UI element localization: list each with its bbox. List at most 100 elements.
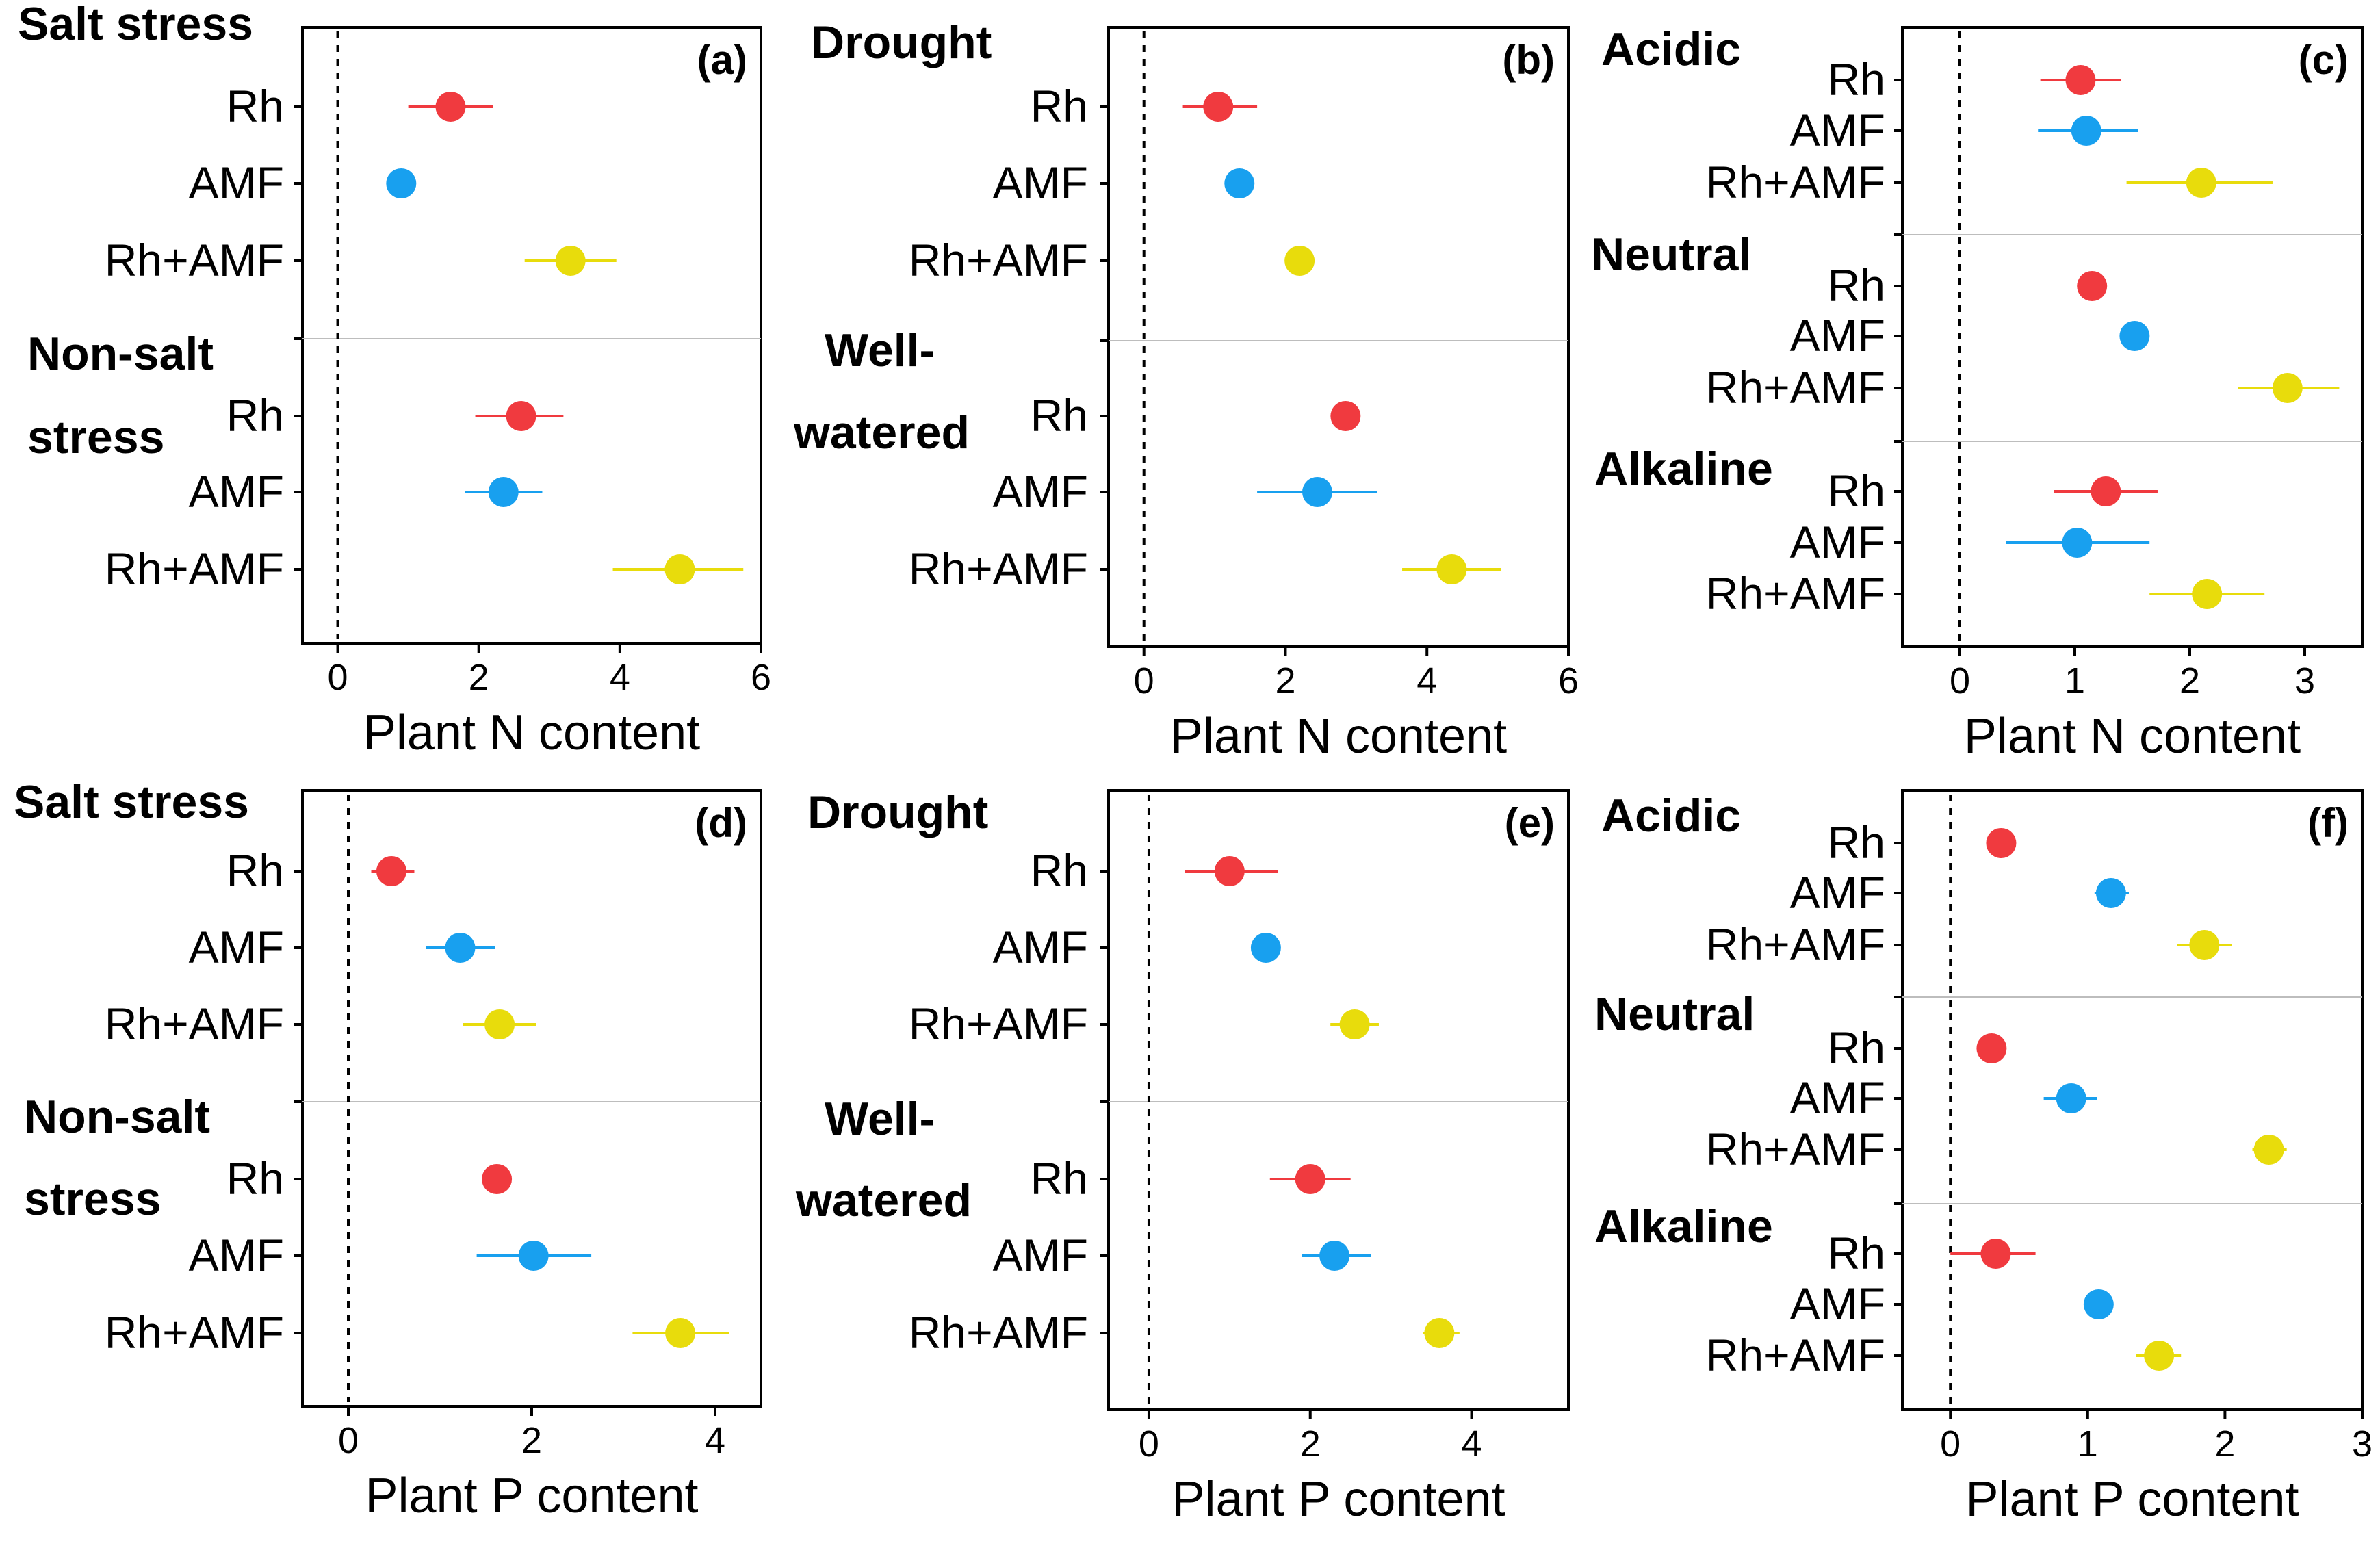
x-axis-title: Plant P content	[1172, 1472, 1505, 1527]
category-label: AMF	[1790, 1072, 1885, 1123]
category-label: AMF	[189, 1230, 284, 1280]
data-point	[1250, 933, 1281, 963]
category-label: Rh	[1031, 1153, 1088, 1204]
category-label: Rh+AMF	[1706, 157, 1885, 207]
plot-frame	[301, 789, 762, 1408]
group-title: Alkaline	[1594, 443, 1773, 495]
data-point	[1330, 401, 1361, 431]
data-point	[2272, 373, 2303, 403]
panel-letter: (b)	[1502, 37, 1555, 83]
category-label: AMF	[1790, 1278, 1885, 1329]
x-tick-label: 0	[328, 657, 348, 698]
x-tick-label: 2	[521, 1420, 542, 1461]
x-axis-title: Plant P content	[1965, 1472, 2299, 1527]
data-point	[2119, 321, 2150, 351]
data-point	[1424, 1318, 1455, 1348]
data-point	[665, 1318, 696, 1348]
category-label: AMF	[993, 922, 1088, 972]
data-point	[2091, 476, 2121, 506]
group-title: Acidic	[1601, 790, 1741, 842]
data-point	[2186, 168, 2216, 198]
group-title: Drought	[811, 16, 992, 68]
data-point	[1319, 1241, 1350, 1271]
group-title: stress	[24, 1173, 161, 1225]
panel-letter: (d)	[695, 800, 747, 846]
x-tick-label: 2	[1300, 1423, 1321, 1464]
category-label: Rh	[1828, 465, 1885, 516]
data-point	[2062, 528, 2093, 558]
category-label: Rh	[227, 390, 284, 441]
data-point	[2083, 1289, 2114, 1319]
panel-a: 0 2 4 6 Plant N content (a) Salt stress Non-sal…	[18, 0, 771, 760]
group-title: watered	[793, 406, 970, 458]
panel-letter: (f)	[2307, 800, 2349, 846]
x-axis-title: Plant P content	[365, 1469, 698, 1523]
data-point	[1302, 477, 1332, 507]
data-point	[2077, 271, 2108, 301]
category-label: Rh	[1031, 390, 1088, 441]
category-label: AMF	[1790, 310, 1885, 361]
category-label: Rh+AMF	[105, 543, 284, 594]
x-tick-label: 3	[2352, 1423, 2372, 1464]
x-tick-label: 4	[705, 1420, 725, 1461]
x-tick-label: 2	[469, 657, 489, 698]
data-point	[2144, 1341, 2175, 1371]
category-label: Rh+AMF	[1706, 568, 1885, 619]
group-title: Well-	[825, 1093, 935, 1145]
x-tick-label: 4	[1417, 660, 1437, 701]
x-tick-label: 1	[2078, 1423, 2098, 1464]
group-title: watered	[795, 1174, 972, 1226]
category-label: Rh+AMF	[1706, 362, 1885, 413]
category-label: Rh+AMF	[1706, 1124, 1885, 1174]
category-label: AMF	[189, 466, 284, 517]
category-label: Rh	[227, 845, 284, 896]
category-label: Rh	[227, 81, 284, 131]
category-label: Rh+AMF	[909, 543, 1088, 594]
panel-c: 0 1 2 3 Plant N content (c) Acidic Neutral Alkal…	[1591, 23, 2364, 764]
panel-e: 0 2 4 Plant P content (e) Drought Well-watered…	[795, 786, 1570, 1527]
panel-b: 0 2 4 6 Plant N content (b) Drought Well-watere…	[793, 16, 1579, 764]
category-label: AMF	[1790, 867, 1885, 918]
x-tick-label: 3	[2294, 660, 2315, 701]
x-axis-title: Plant N content	[363, 706, 700, 760]
data-point	[664, 554, 695, 584]
panel-letter: (e)	[1505, 800, 1555, 846]
data-point	[2071, 116, 2101, 146]
x-tick-label: 0	[338, 1420, 359, 1461]
category-label: Rh	[1828, 1022, 1885, 1073]
group-title: stress	[27, 411, 164, 463]
category-label: AMF	[993, 466, 1088, 517]
data-point	[2095, 878, 2126, 908]
group-title: Drought	[807, 786, 988, 838]
x-tick-label: 1	[2065, 660, 2085, 701]
group-title: Neutral	[1591, 229, 1751, 281]
x-tick-label: 0	[1950, 660, 1970, 701]
group-title: Salt stress	[14, 776, 249, 828]
data-point	[506, 401, 536, 431]
x-tick-label: 6	[1558, 660, 1579, 701]
data-point	[1436, 554, 1467, 584]
category-label: Rh	[227, 1153, 284, 1204]
data-point	[2056, 1083, 2086, 1113]
category-label: Rh+AMF	[909, 1307, 1088, 1358]
x-tick-label: 4	[1462, 1423, 1482, 1464]
group-title: Non-salt	[27, 328, 214, 380]
panel-letter: (c)	[2299, 37, 2349, 83]
category-label: Rh+AMF	[909, 235, 1088, 285]
data-point	[376, 856, 406, 886]
group-title: Acidic	[1601, 23, 1741, 75]
data-point	[484, 1009, 515, 1039]
plot-frame	[1107, 26, 1570, 648]
category-label: Rh	[1828, 817, 1885, 868]
category-label: Rh+AMF	[909, 998, 1088, 1049]
panel-letter: (a)	[697, 37, 747, 83]
category-label: Rh+AMF	[1706, 919, 1885, 970]
x-tick-label: 0	[1940, 1423, 1961, 1464]
x-axis-title: Plant N content	[1964, 709, 2301, 764]
category-label: Rh+AMF	[1706, 1330, 1885, 1380]
category-label: Rh+AMF	[105, 1307, 284, 1358]
data-point	[1224, 168, 1255, 198]
plot-frame	[301, 26, 762, 645]
